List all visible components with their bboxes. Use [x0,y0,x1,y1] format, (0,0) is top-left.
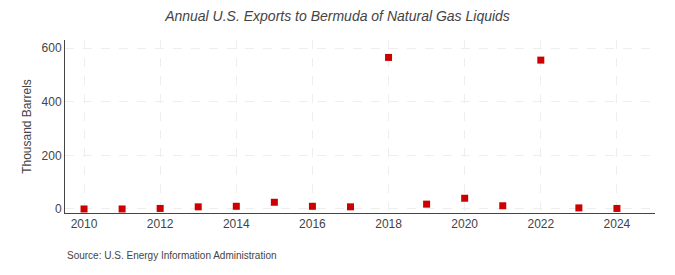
svg-text:Annual U.S. Exports to Bermuda: Annual U.S. Exports to Bermuda of Natura… [164,8,510,24]
svg-text:Thousand Barrels: Thousand Barrels [20,79,34,174]
svg-text:2010: 2010 [71,217,98,231]
svg-text:2024: 2024 [604,217,631,231]
svg-text:Source: U.S. Energy Informatio: Source: U.S. Energy Information Administ… [67,250,277,261]
svg-text:400: 400 [42,95,62,109]
svg-text:2020: 2020 [451,217,478,231]
svg-text:2012: 2012 [147,217,174,231]
svg-text:2018: 2018 [375,217,402,231]
svg-text:600: 600 [42,41,62,55]
svg-text:2016: 2016 [299,217,326,231]
svg-text:2014: 2014 [223,217,250,231]
svg-text:0: 0 [55,202,62,216]
svg-text:2022: 2022 [527,217,554,231]
svg-text:200: 200 [42,149,62,163]
